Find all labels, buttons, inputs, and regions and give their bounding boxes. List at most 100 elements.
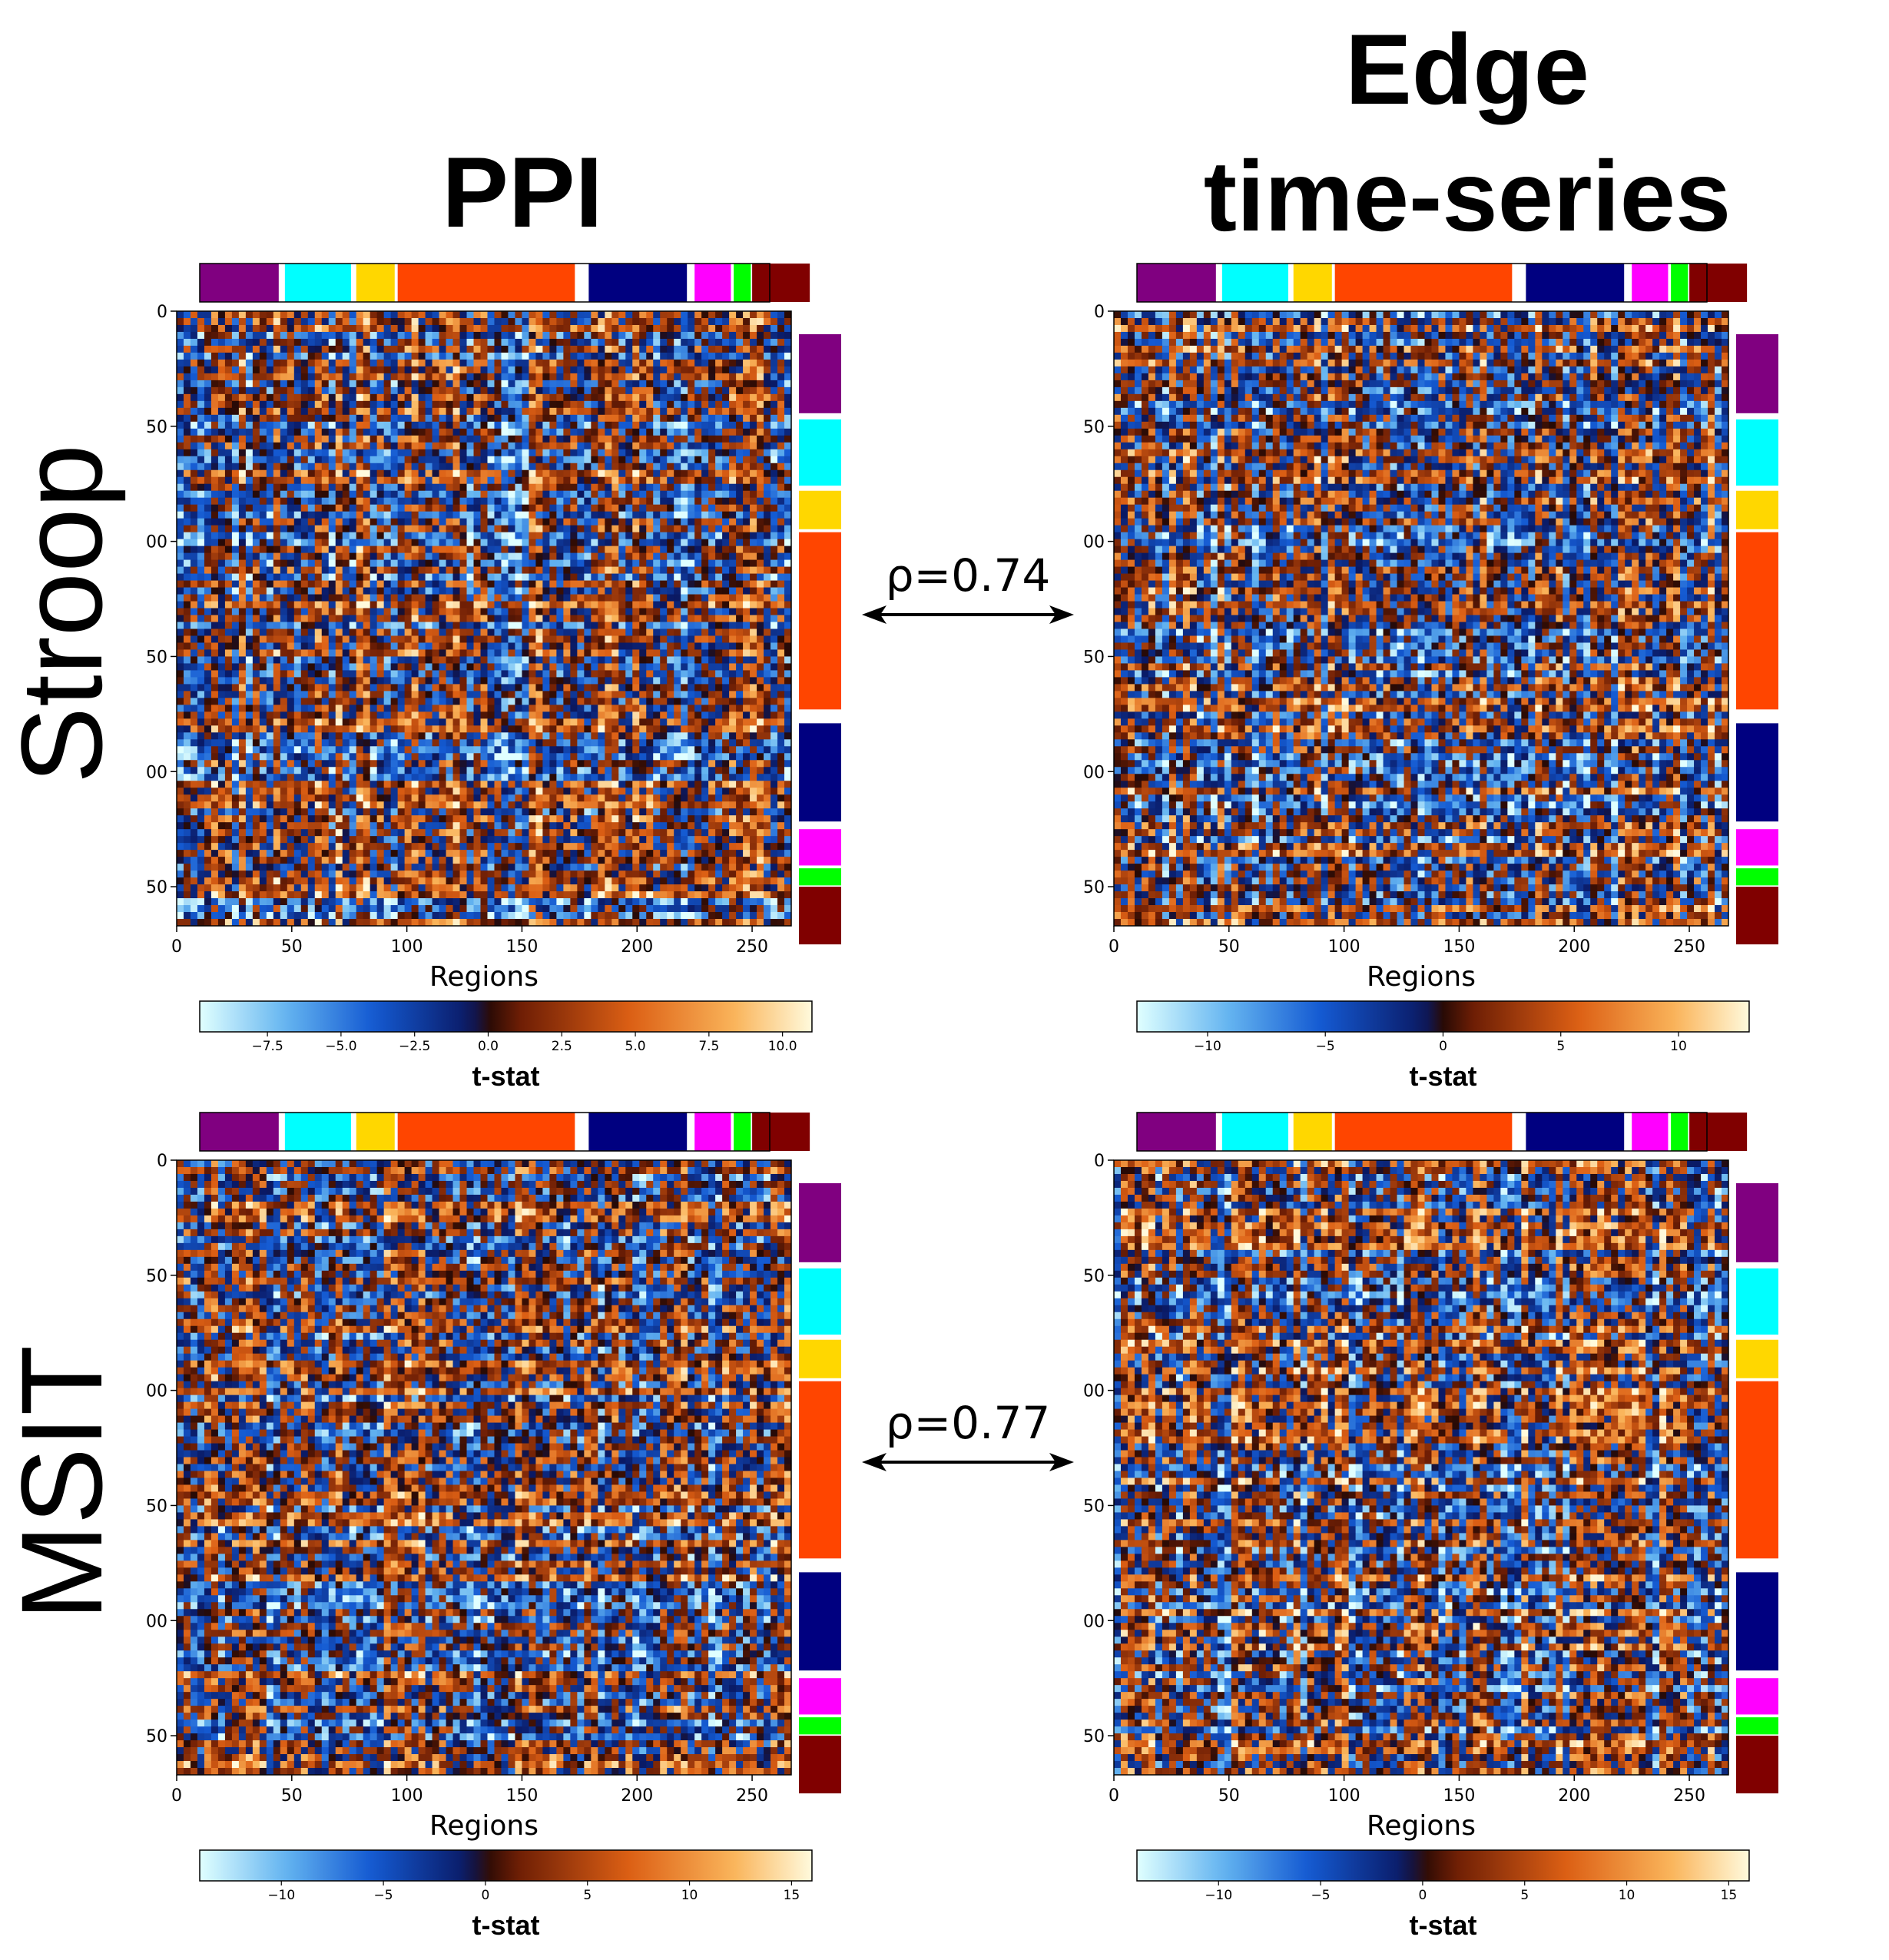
heatmap-cell: [322, 311, 329, 318]
heatmap-cell: [453, 394, 460, 401]
heatmap-cell: [777, 684, 784, 691]
heatmap-cell: [211, 332, 218, 339]
heatmap-cell: [273, 670, 280, 677]
heatmap-cell: [674, 491, 681, 498]
heatmap-cell: [225, 649, 232, 656]
heatmap-cell: [177, 366, 184, 373]
heatmap-cell: [577, 366, 584, 373]
heatmap-cell: [446, 574, 453, 581]
heatmap-cell: [343, 491, 350, 498]
heatmap-cell: [460, 574, 467, 581]
heatmap-cell: [736, 602, 743, 609]
heatmap-cell: [294, 567, 301, 574]
heatmap-cell: [308, 477, 315, 484]
heatmap-cell: [715, 491, 722, 498]
heatmap-cell: [632, 311, 639, 318]
heatmap-cell: [432, 332, 439, 339]
heatmap-cell: [474, 602, 481, 609]
heatmap-cell: [653, 311, 660, 318]
heatmap-cell: [267, 670, 273, 677]
heatmap-cell: [563, 567, 570, 574]
heatmap-cell: [688, 670, 694, 677]
heatmap-cell: [681, 595, 688, 602]
heatmap-cell: [549, 649, 556, 656]
heatmap-cell: [660, 311, 667, 318]
heatmap-cell: [453, 408, 460, 415]
heatmap-cell: [771, 539, 777, 546]
heatmap-cell: [225, 539, 232, 546]
heatmap-cell: [535, 663, 542, 670]
heatmap-cell: [646, 491, 653, 498]
heatmap-cell: [563, 498, 570, 505]
heatmap-cell: [563, 574, 570, 581]
heatmap-cell: [515, 588, 522, 595]
heatmap-cell: [218, 429, 225, 436]
heatmap-cell: [743, 526, 750, 532]
heatmap-cell: [549, 353, 556, 360]
heatmap-cell: [522, 656, 529, 663]
heatmap-cell: [232, 422, 239, 429]
heatmap-cell: [225, 588, 232, 595]
heatmap-cell: [405, 560, 412, 567]
heatmap-cell: [356, 498, 363, 505]
heatmap-cell: [432, 415, 439, 422]
heatmap-cell: [777, 581, 784, 588]
heatmap-cell: [412, 670, 419, 677]
heatmap-cell: [426, 546, 432, 553]
heatmap-cell: [267, 415, 273, 422]
heatmap-cell: [398, 519, 405, 526]
heatmap-cell: [549, 539, 556, 546]
heatmap-cell: [611, 422, 618, 429]
heatmap-cell: [191, 670, 197, 677]
heatmap-cell: [750, 387, 757, 394]
heatmap-cell: [529, 581, 535, 588]
heatmap-cell: [239, 449, 246, 456]
row-title-msit: MSIT: [0, 1329, 127, 1637]
heatmap-cell: [474, 373, 481, 380]
heatmap-cell: [494, 332, 501, 339]
heatmap-cell: [177, 615, 184, 622]
heatmap-cell: [549, 622, 556, 628]
heatmap-cell: [501, 332, 508, 339]
heatmap-cell: [412, 394, 419, 401]
heatmap-cell: [391, 691, 398, 698]
heatmap-cell: [439, 456, 446, 463]
heatmap-cell: [280, 519, 287, 526]
heatmap-cell: [715, 318, 722, 325]
double-arrow-stroop: [860, 599, 1075, 630]
heatmap-cell: [398, 553, 405, 560]
heatmap-cell: [757, 373, 764, 380]
heatmap-cell: [660, 477, 667, 484]
heatmap-cell: [350, 366, 356, 373]
heatmap-cell: [246, 684, 253, 691]
heatmap-cell: [432, 401, 439, 408]
heatmap-cell: [556, 684, 563, 691]
heatmap-cell: [232, 498, 239, 505]
heatmap-cell: [363, 415, 370, 422]
heatmap-cell: [412, 628, 419, 635]
heatmap-cell: [356, 642, 363, 649]
heatmap-cell: [784, 366, 791, 373]
heatmap-cell: [191, 408, 197, 415]
heatmap-cell: [632, 684, 639, 691]
heatmap-cell: [542, 443, 549, 449]
heatmap-cell: [501, 628, 508, 635]
heatmap-cell: [363, 546, 370, 553]
heatmap-cell: [577, 691, 584, 698]
heatmap-cell: [701, 318, 708, 325]
heatmap-cell: [771, 346, 777, 353]
heatmap-cell: [363, 422, 370, 429]
heatmap-cell: [391, 470, 398, 477]
heatmap-cell: [708, 649, 715, 656]
heatmap-cell: [508, 684, 515, 691]
heatmap-cell: [729, 346, 736, 353]
heatmap-cell: [764, 394, 771, 401]
heatmap-cell: [405, 346, 412, 353]
heatmap-cell: [363, 373, 370, 380]
heatmap-cell: [508, 546, 515, 553]
heatmap-cell: [191, 588, 197, 595]
heatmap-cell: [197, 588, 204, 595]
heatmap-cell: [343, 394, 350, 401]
heatmap-cell: [322, 642, 329, 649]
heatmap-cell: [715, 656, 722, 663]
